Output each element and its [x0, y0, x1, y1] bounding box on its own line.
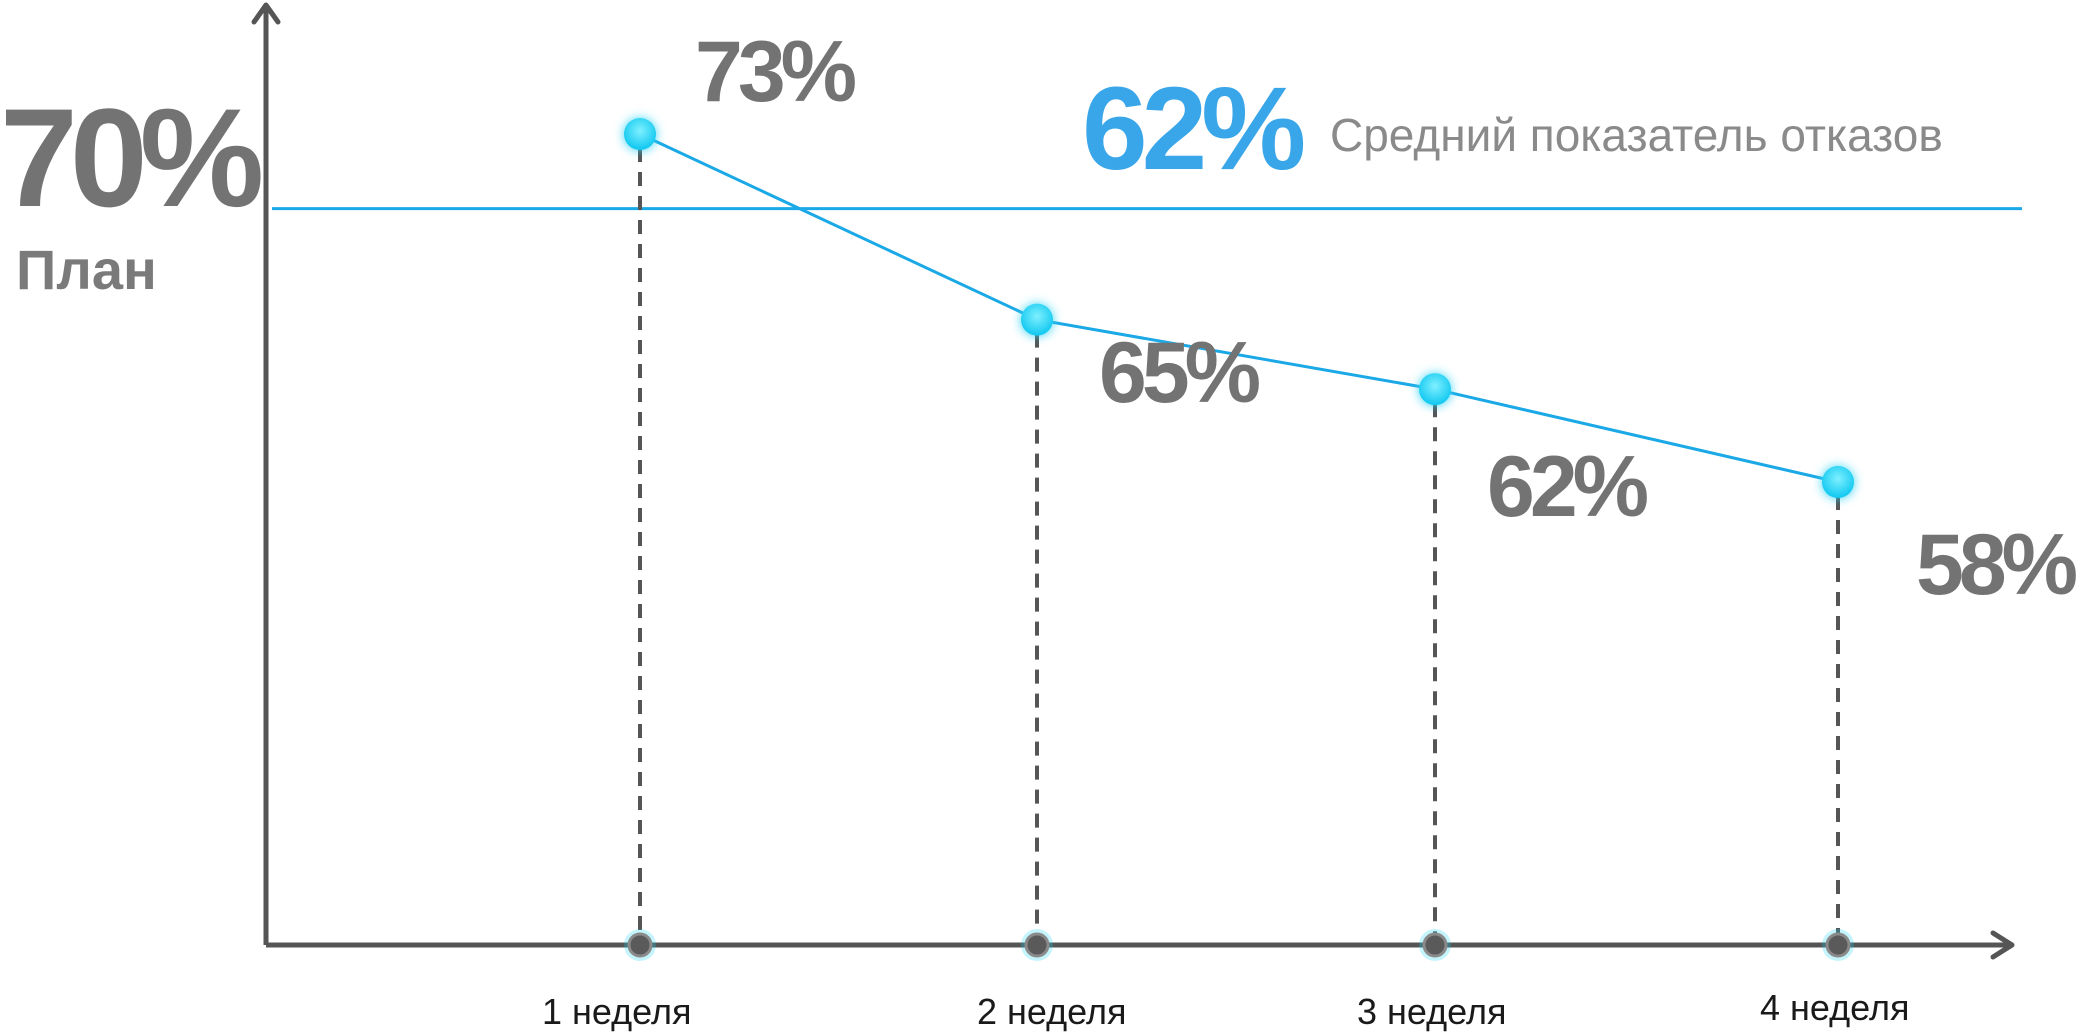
data-label: 65%	[1099, 324, 1261, 421]
x-axis-arrow	[1990, 930, 2015, 960]
data-point-marker	[1419, 373, 1451, 406]
plan-value: 70%	[0, 79, 264, 236]
x-tick-label: 1 неделя	[542, 991, 692, 1032]
y-axis-arrow	[251, 2, 281, 25]
series-line	[639, 132, 1839, 484]
x-tick-dot	[1825, 932, 1851, 958]
x-tick-label: 2 неделя	[977, 991, 1127, 1032]
data-label: 58%	[1916, 517, 2078, 613]
data-label: 73%	[695, 24, 857, 120]
x-tick-label: 3 неделя	[1357, 991, 1507, 1032]
x-tick-dot	[627, 932, 653, 958]
x-tick-label: 4 неделя	[1760, 987, 1910, 1028]
plan-label: План	[16, 238, 157, 301]
data-label: 62%	[1487, 439, 1649, 536]
data-point-marker	[624, 118, 656, 150]
x-tick-dot	[1422, 932, 1448, 958]
data-point-marker	[1021, 303, 1053, 336]
average-value: 62%	[1082, 63, 1306, 195]
average-label: Средний показатель отказов	[1330, 109, 1943, 161]
x-tick-dot	[1024, 932, 1050, 958]
data-point-marker	[1822, 466, 1854, 498]
